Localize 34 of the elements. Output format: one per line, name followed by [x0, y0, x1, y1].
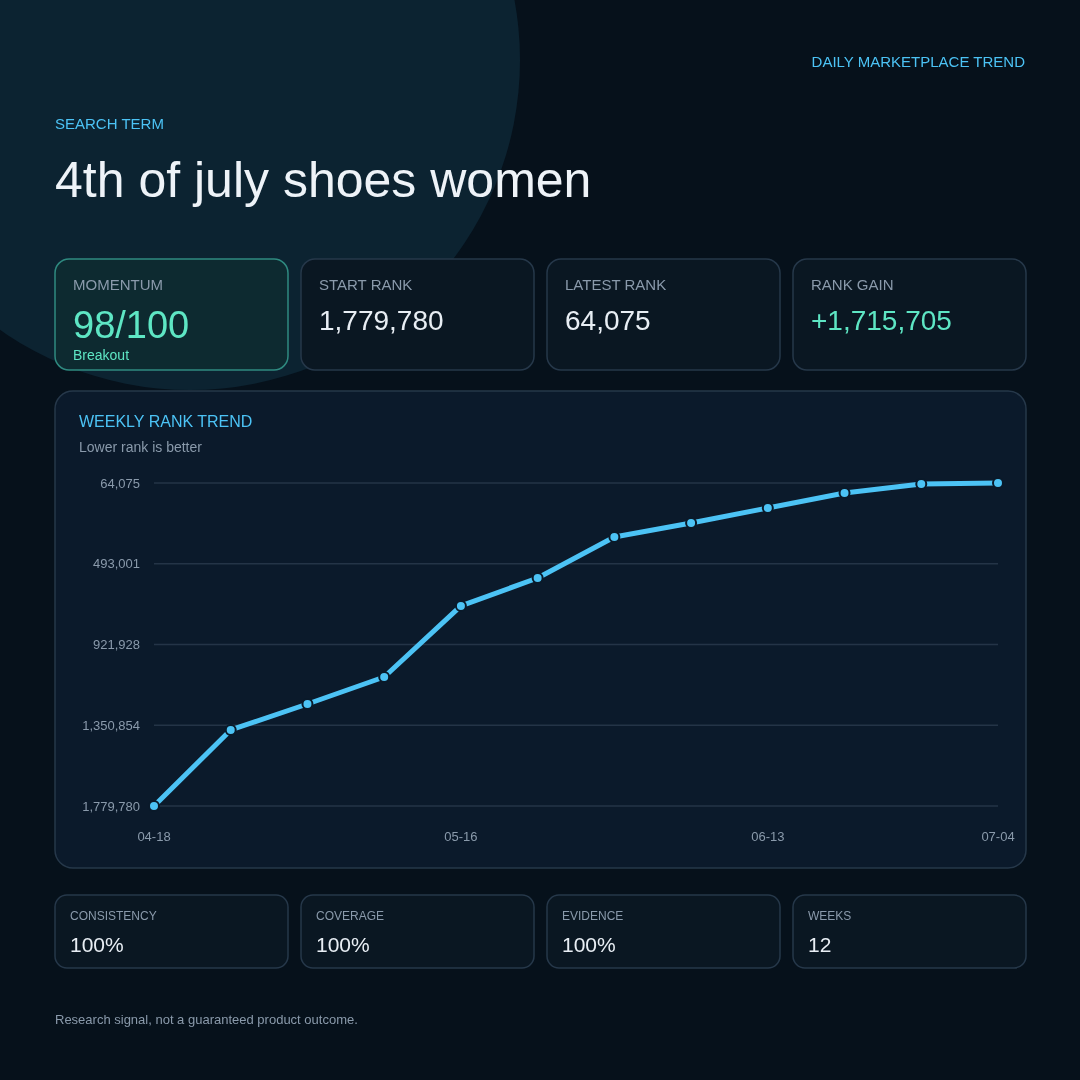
point [531, 572, 544, 584]
x-tick-label: 06-13 [751, 829, 785, 844]
y-tick-label: 1,350,854 [82, 717, 140, 733]
y-tick-label: 493,001 [93, 556, 140, 572]
text: 12 [808, 933, 832, 956]
text: EVIDENCE [562, 909, 624, 923]
text: Breakout [73, 347, 130, 363]
text: SEARCH TERM [55, 115, 164, 132]
text: COVERAGE [316, 909, 385, 923]
text: WEEKS [808, 909, 852, 923]
text: DAILY MARKETPLACE TREND [811, 53, 1026, 70]
text: Research signal, not a guaranteed product outcome. [55, 1012, 358, 1027]
text: 64,075 [565, 305, 651, 336]
text: CONSISTENCY [70, 909, 157, 923]
x-tick-label: 05-16 [444, 829, 478, 844]
y-tick-label: 1,779,780 [82, 798, 140, 814]
text: 100% [562, 933, 616, 956]
y-tick-label: 64,075 [100, 475, 140, 491]
text: 4th of july shoes women [55, 152, 592, 208]
text: LATEST RANK [565, 276, 667, 293]
text: START RANK [319, 276, 413, 293]
text: RANK GAIN [811, 276, 894, 293]
text: MOMENTUM [73, 276, 163, 293]
text: 98/100 [73, 304, 190, 346]
chart-subtitle: Lower rank is better [79, 439, 203, 455]
text: 1,779,780 [319, 305, 444, 336]
x-tick-label: 07-04 [981, 829, 1015, 844]
x-tick-label: 04-18 [137, 829, 171, 844]
text: +1,715,705 [811, 305, 952, 336]
text: 100% [316, 933, 370, 956]
y-tick-label: 921,928 [93, 637, 140, 653]
chart-title: WEEKLY RANK TREND [79, 413, 253, 430]
text: 100% [70, 933, 124, 956]
point [224, 723, 237, 736]
